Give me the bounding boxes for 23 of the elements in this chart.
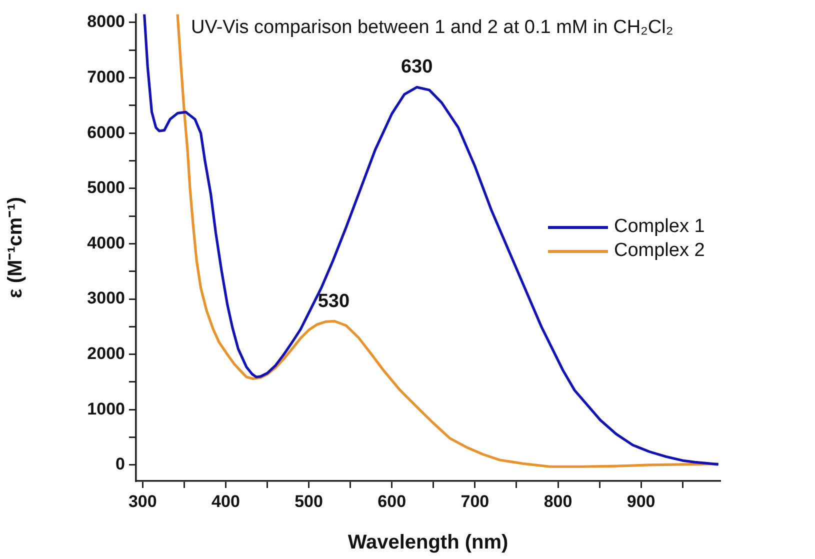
x-tick-label: 600: [378, 492, 406, 511]
x-tick-label: 500: [294, 492, 323, 511]
y-tick-label: 0: [116, 454, 125, 474]
annotation: 630: [400, 56, 433, 78]
y-tick-label: 2000: [87, 344, 125, 364]
x-tick-label: 700: [460, 492, 490, 511]
x-tick-label: 900: [626, 492, 656, 511]
annotation: 530: [318, 290, 350, 312]
x-tick-label: 300: [128, 492, 157, 511]
x-tick-label: 800: [544, 492, 572, 511]
y-tick-label: 6000: [87, 122, 125, 142]
legend-label: Complex 1: [614, 216, 705, 238]
x-tick-label: 400: [212, 492, 240, 511]
x-axis-title: Wavelength (nm): [348, 532, 508, 554]
y-tick-label: 7000: [87, 67, 125, 86]
y-tick-label: 3000: [87, 288, 125, 308]
legend-label: Complex 2: [614, 240, 705, 262]
y-axis-title: ε (M⁻¹cm⁻¹): [4, 196, 27, 298]
y-tick-label: 4000: [87, 233, 125, 252]
y-tick-label: 5000: [87, 178, 125, 198]
y-tick-label: 1000: [87, 399, 125, 418]
chart-title: UV-Vis comparison between 1 and 2 at 0.1 mM in CH₂Cl₂: [191, 16, 674, 38]
y-tick-label: 8000: [87, 12, 125, 32]
